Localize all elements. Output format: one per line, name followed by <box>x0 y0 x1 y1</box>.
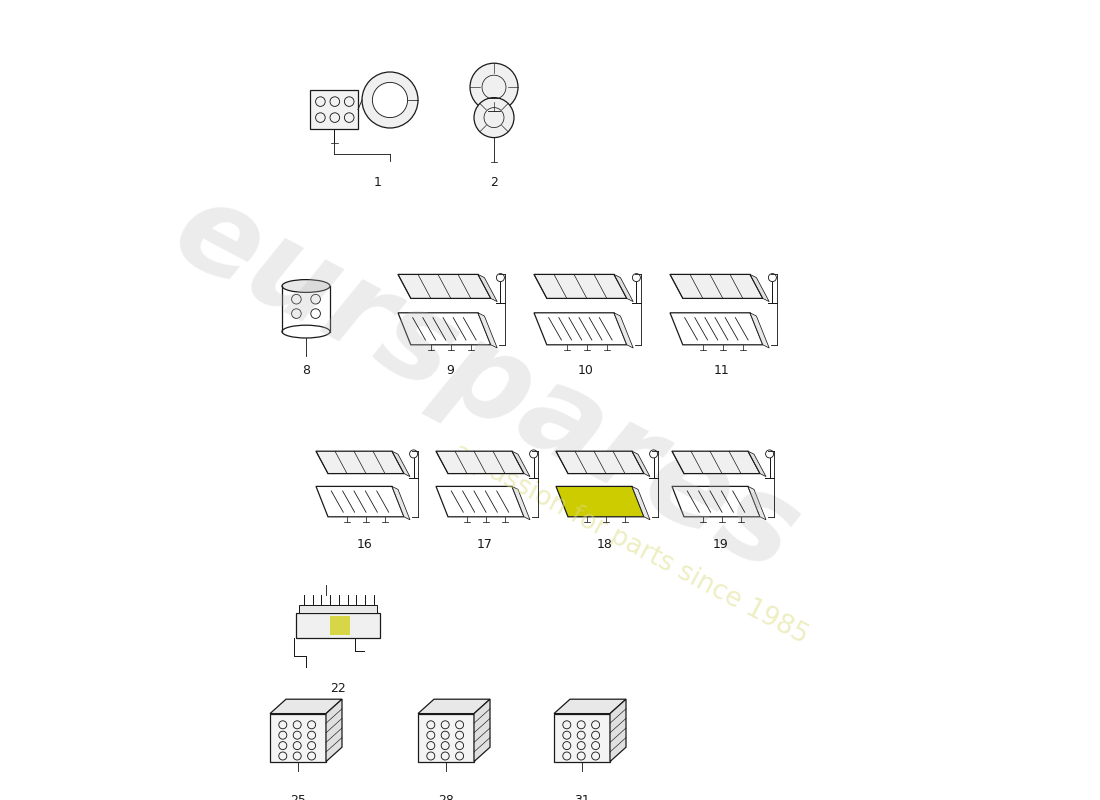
Polygon shape <box>392 486 410 520</box>
Circle shape <box>470 63 518 111</box>
Polygon shape <box>392 451 410 477</box>
Circle shape <box>373 82 408 118</box>
Bar <box>418 714 474 762</box>
Text: 11: 11 <box>714 364 730 377</box>
Ellipse shape <box>282 280 330 292</box>
Polygon shape <box>512 451 530 477</box>
Polygon shape <box>478 274 497 302</box>
Polygon shape <box>672 451 760 474</box>
Bar <box>296 613 380 638</box>
Text: 19: 19 <box>713 538 728 550</box>
Bar <box>554 714 610 762</box>
Polygon shape <box>436 451 524 474</box>
Polygon shape <box>750 313 769 348</box>
Polygon shape <box>614 313 634 348</box>
Polygon shape <box>478 313 497 348</box>
Bar <box>330 616 350 635</box>
Polygon shape <box>398 274 491 298</box>
Text: 18: 18 <box>596 538 613 550</box>
Polygon shape <box>326 699 342 762</box>
Text: a passion for parts since 1985: a passion for parts since 1985 <box>448 439 812 649</box>
Text: 1: 1 <box>374 176 382 189</box>
Text: 28: 28 <box>438 794 454 800</box>
Text: 22: 22 <box>330 682 345 694</box>
Text: 10: 10 <box>579 364 594 377</box>
Text: 8: 8 <box>302 364 310 377</box>
Text: 2: 2 <box>491 176 498 189</box>
Polygon shape <box>632 486 650 520</box>
Bar <box>310 90 358 129</box>
Polygon shape <box>556 451 644 474</box>
Polygon shape <box>512 486 530 520</box>
Bar <box>299 605 377 613</box>
Text: 31: 31 <box>574 794 590 800</box>
Text: 9: 9 <box>447 364 454 377</box>
Polygon shape <box>418 699 490 714</box>
Polygon shape <box>610 699 626 762</box>
Bar <box>270 714 326 762</box>
Text: 17: 17 <box>476 538 493 550</box>
Polygon shape <box>316 451 404 474</box>
Polygon shape <box>670 274 762 298</box>
Circle shape <box>474 98 514 138</box>
Polygon shape <box>556 486 644 517</box>
Polygon shape <box>534 274 627 298</box>
Ellipse shape <box>282 325 330 338</box>
Text: 16: 16 <box>356 538 372 550</box>
Polygon shape <box>554 699 626 714</box>
Polygon shape <box>748 451 766 477</box>
Text: 25: 25 <box>290 794 306 800</box>
Polygon shape <box>632 451 650 477</box>
Polygon shape <box>474 699 490 762</box>
Polygon shape <box>748 486 766 520</box>
Polygon shape <box>270 699 342 714</box>
Polygon shape <box>614 274 634 302</box>
Text: eurspares: eurspares <box>154 170 817 598</box>
Circle shape <box>362 72 418 128</box>
Polygon shape <box>750 274 769 302</box>
